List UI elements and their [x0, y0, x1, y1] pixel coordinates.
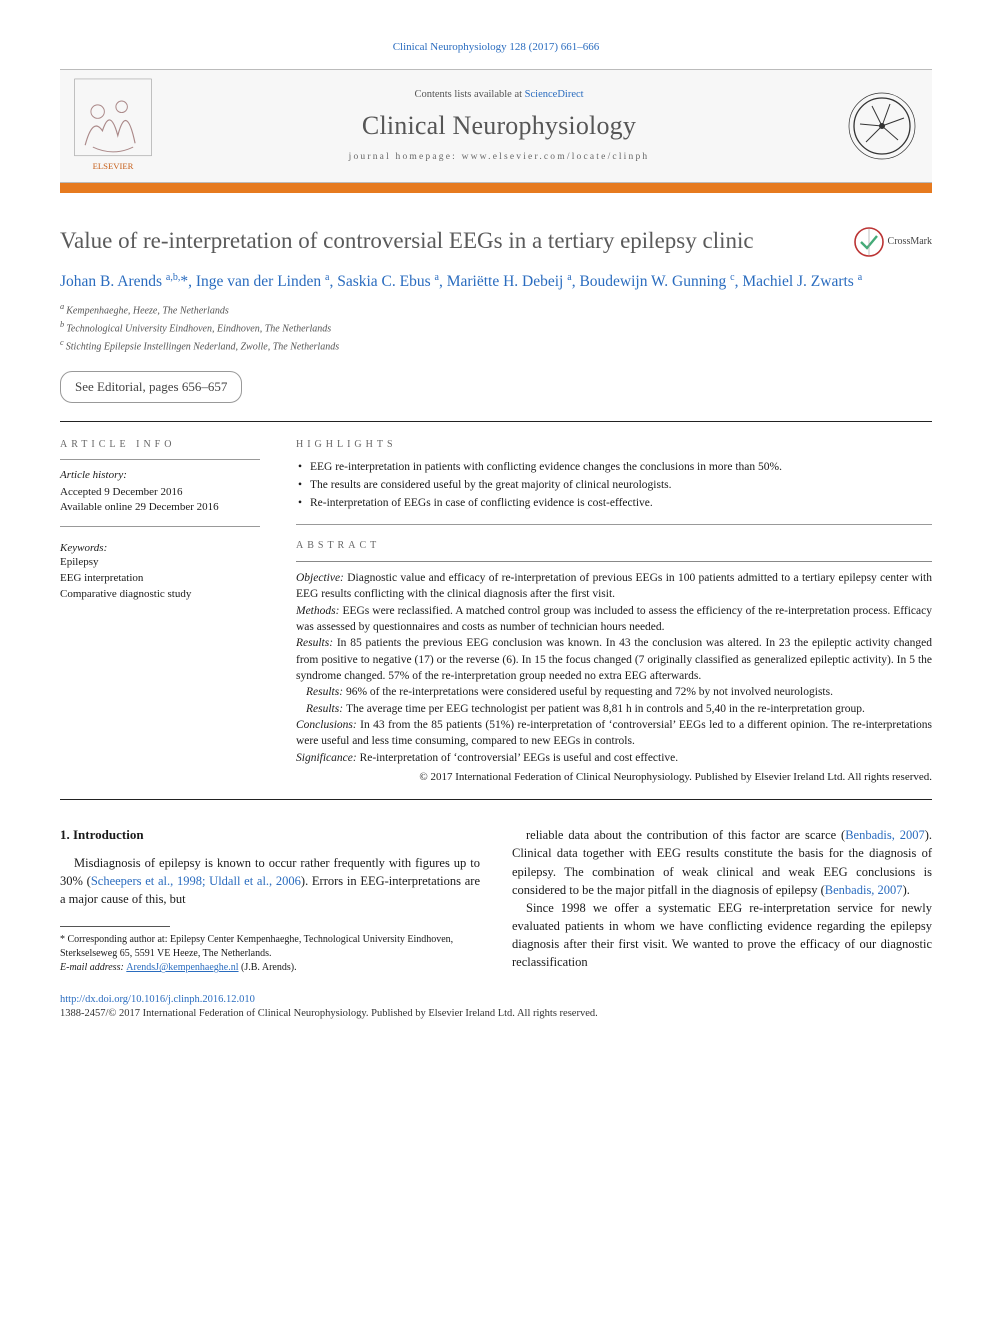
- issn-copyright: 1388-2457/© 2017 International Federatio…: [60, 1007, 932, 1021]
- rule: [60, 459, 260, 460]
- intro-paragraph: reliable data about the contribution of …: [512, 826, 932, 899]
- abstract-body: Objective: Diagnostic value and efficacy…: [296, 570, 932, 785]
- article-title: Value of re-interpretation of controvers…: [60, 227, 838, 256]
- journal-name: Clinical Neurophysiology: [168, 108, 830, 143]
- doi-link[interactable]: http://dx.doi.org/10.1016/j.clinph.2016.…: [60, 994, 255, 1005]
- highlight-item: Re-interpretation of EEGs in case of con…: [298, 495, 932, 513]
- affiliation-line: b Technological University Eindhoven, Ei…: [60, 319, 932, 337]
- accepted-date: Accepted 9 December 2016: [60, 485, 260, 500]
- corresponding-author-note: * Corresponding author at: Epilepsy Cent…: [60, 933, 480, 961]
- affiliation-line: a Kempenhaeghe, Heeze, The Netherlands: [60, 301, 932, 319]
- journal-header: ELSEVIER Contents lists available at Sci…: [60, 69, 932, 183]
- highlights-list: EEG re-interpretation in patients with c…: [296, 459, 932, 512]
- svg-text:ELSEVIER: ELSEVIER: [93, 161, 134, 171]
- intro-paragraph: Since 1998 we offer a systematic EEG re-…: [512, 899, 932, 972]
- history-label: Article history:: [60, 468, 260, 483]
- highlight-item: The results are considered useful by the…: [298, 477, 932, 495]
- citation-ref[interactable]: Scheepers et al., 1998; Uldall et al., 2…: [91, 874, 301, 888]
- journal-homepage: journal homepage: www.elsevier.com/locat…: [168, 151, 830, 164]
- keywords-label: Keywords:: [60, 541, 260, 556]
- editorial-link-box[interactable]: See Editorial, pages 656–657: [60, 371, 242, 403]
- abstract-heading: ABSTRACT: [296, 539, 932, 553]
- crossmark-label: CrossMark: [888, 235, 932, 249]
- keyword: Comparative diagnostic study: [60, 587, 260, 603]
- keyword: EEG interpretation: [60, 571, 260, 587]
- crossmark-badge[interactable]: CrossMark: [854, 227, 932, 257]
- rule: [60, 799, 932, 800]
- highlights-heading: HIGHLIGHTS: [296, 438, 932, 452]
- intro-paragraph: Misdiagnosis of epilepsy is known to occ…: [60, 854, 480, 908]
- online-date: Available online 29 December 2016: [60, 500, 260, 515]
- keyword: Epilepsy: [60, 555, 260, 571]
- affiliations: a Kempenhaeghe, Heeze, The Netherlandsb …: [60, 301, 932, 354]
- section-heading-intro: 1. Introduction: [60, 826, 480, 844]
- affiliation-line: c Stichting Epilepsie Instellingen Neder…: [60, 337, 932, 355]
- journal-logo-icon: [842, 86, 922, 166]
- copyright-line: © 2017 International Federation of Clini…: [296, 770, 932, 785]
- article-info-heading: ARTICLE INFO: [60, 438, 260, 452]
- citation-ref[interactable]: Benbadis, 2007: [825, 883, 903, 897]
- rule: [296, 561, 932, 562]
- sciencedirect-link[interactable]: ScienceDirect: [525, 89, 584, 100]
- rule: [60, 526, 260, 527]
- accent-bar: [60, 183, 932, 193]
- rule: [60, 421, 932, 422]
- contents-available: Contents lists available at ScienceDirec…: [168, 88, 830, 102]
- citation-line: Clinical Neurophysiology 128 (2017) 661–…: [60, 40, 932, 55]
- author-email-link[interactable]: ArendsJ@kempenhaeghe.nl: [126, 962, 238, 973]
- author-list: Johan B. Arends a,b,*, Inge van der Lind…: [60, 271, 932, 294]
- footnote-separator: [60, 926, 170, 927]
- email-footnote: E-mail address: ArendsJ@kempenhaeghe.nl …: [60, 961, 480, 975]
- highlight-item: EEG re-interpretation in patients with c…: [298, 459, 932, 477]
- citation-ref[interactable]: Benbadis, 2007: [845, 828, 925, 842]
- doi-line: http://dx.doi.org/10.1016/j.clinph.2016.…: [60, 993, 932, 1007]
- elsevier-logo: ELSEVIER: [70, 76, 156, 176]
